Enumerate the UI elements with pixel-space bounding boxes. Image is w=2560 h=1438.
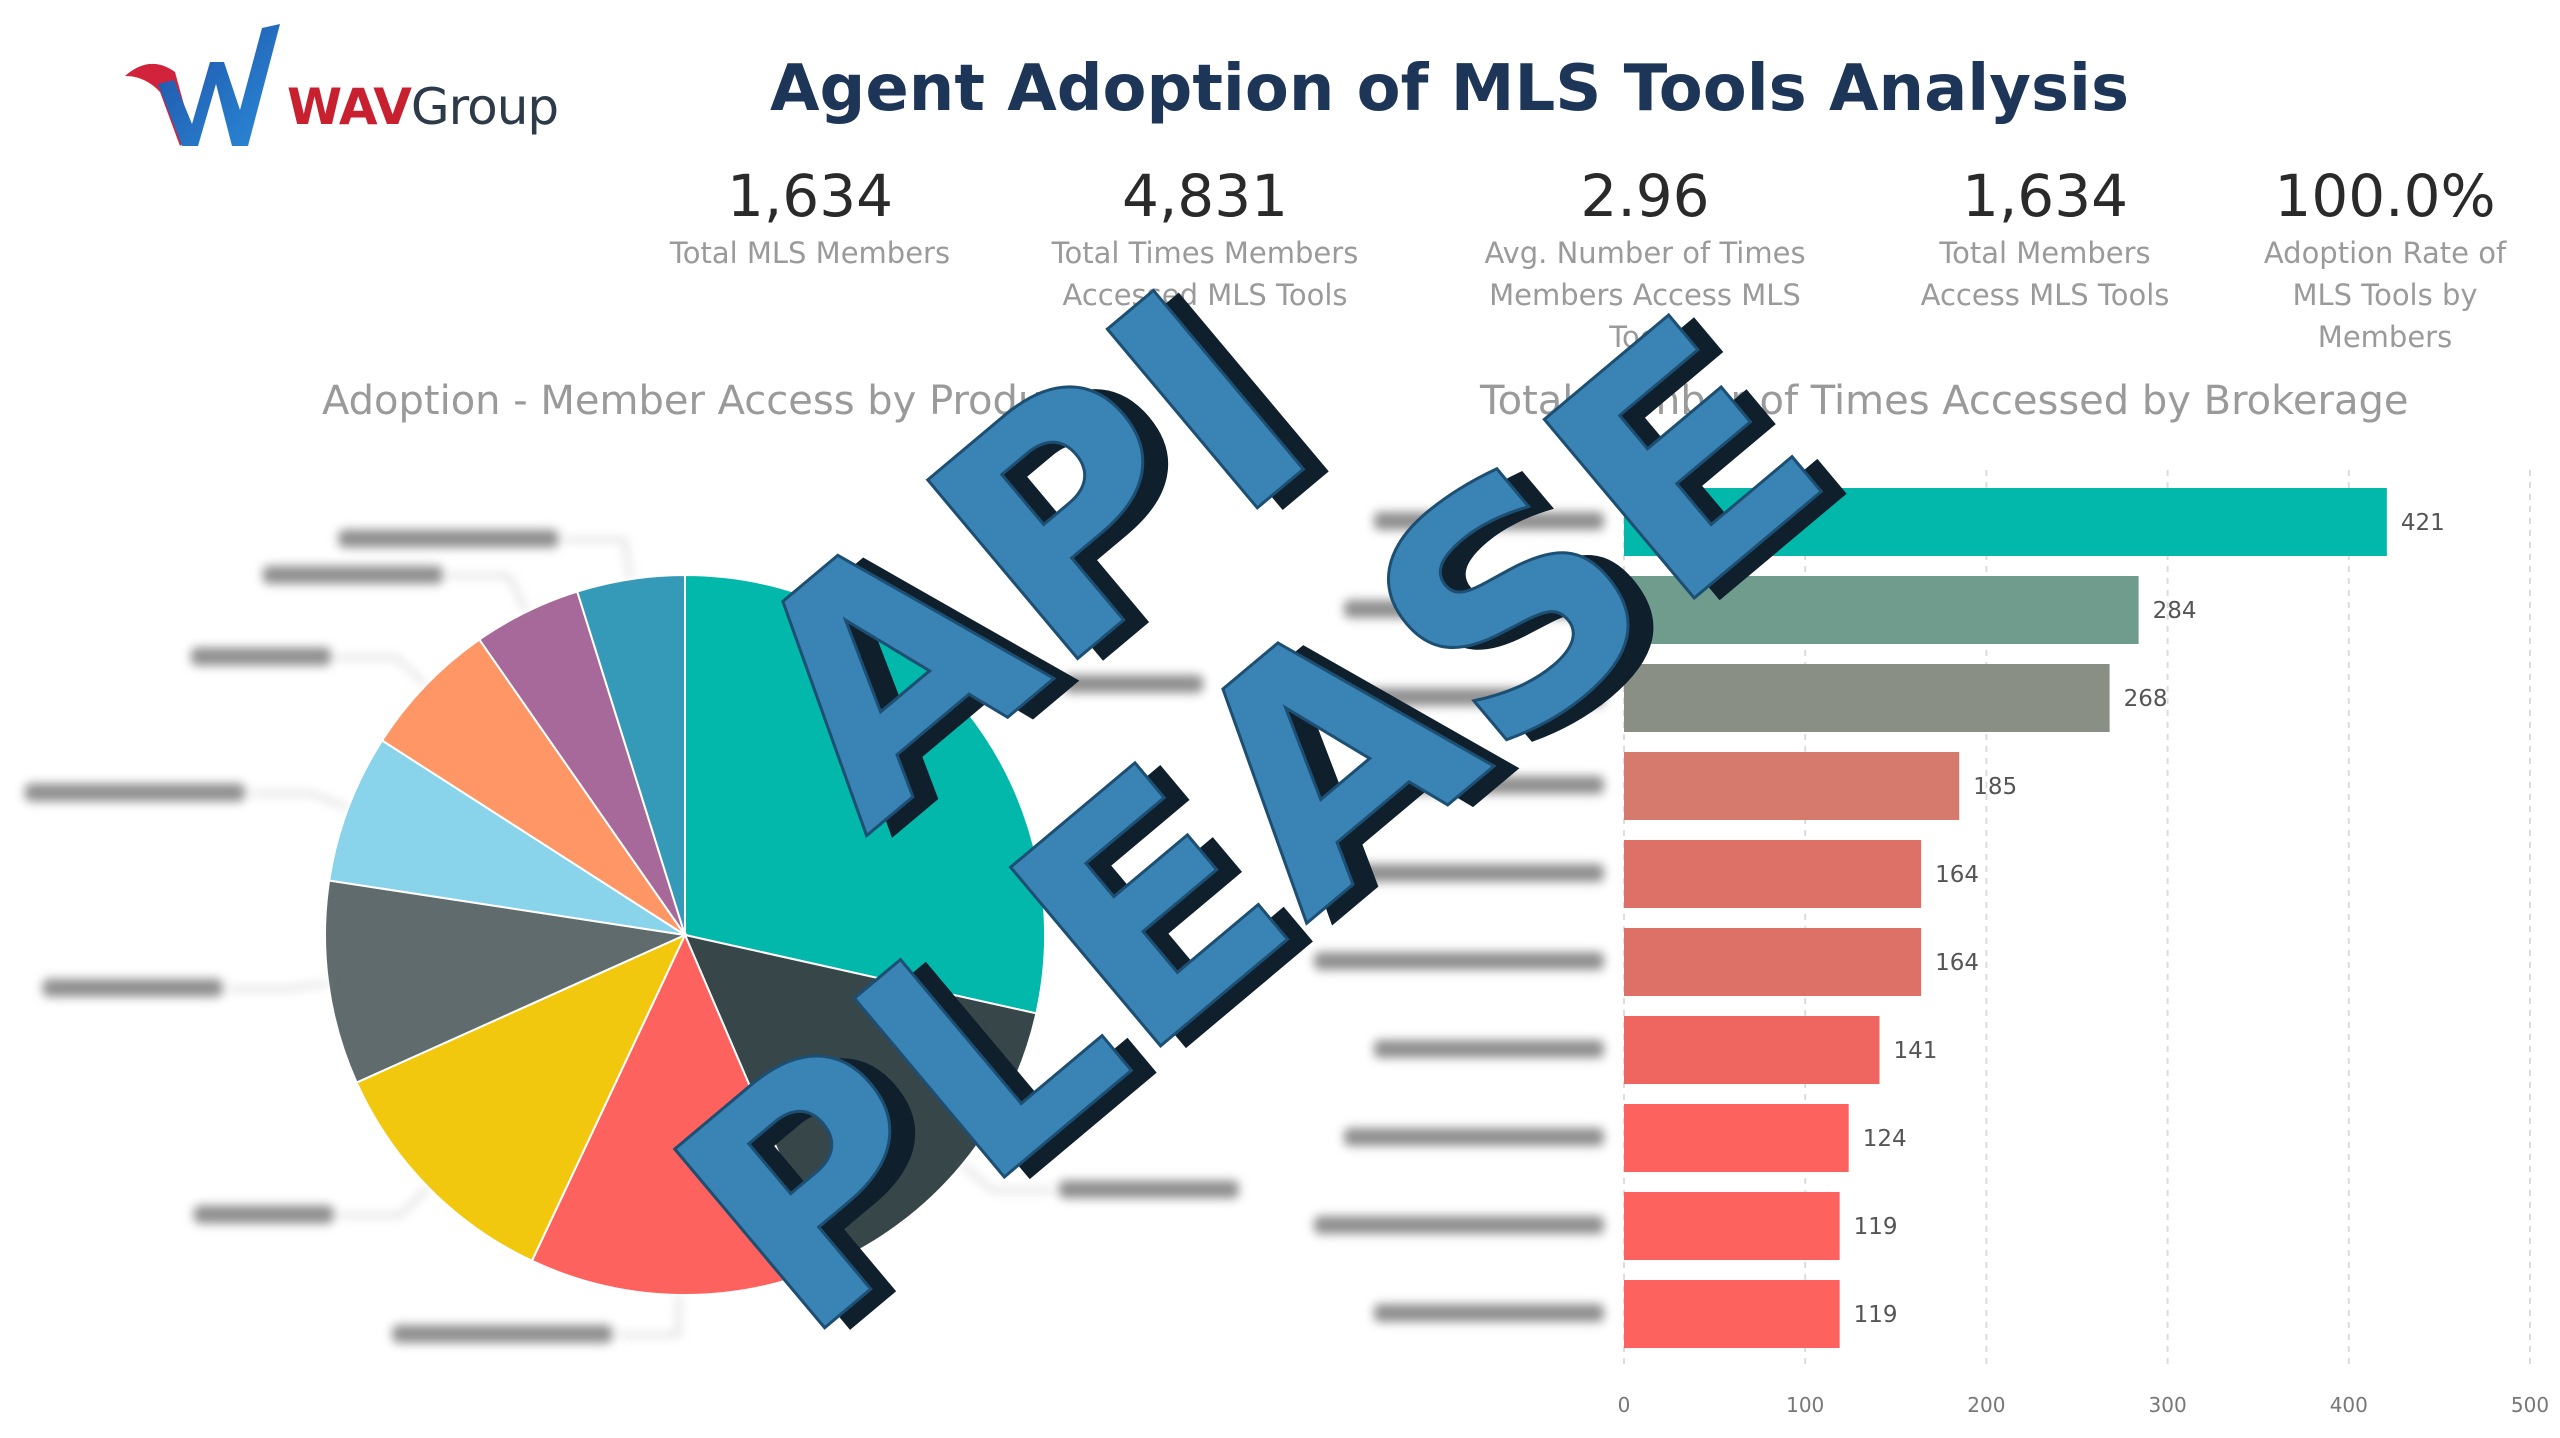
kpi-label: Total MLS Members [669, 236, 951, 270]
pie-label-placeholder [193, 1205, 334, 1224]
bar-value-label: 421 [2401, 510, 2445, 536]
bar-chart-title: Total Number of Times Accessed by Broker… [1480, 378, 2409, 424]
kpi-label: Adoption Rate of [2263, 236, 2507, 270]
bar-3[interactable] [1624, 664, 2110, 732]
kpi-value: 100.0% [2274, 162, 2496, 230]
kpi-avg-times-accessed: 2.96 Avg. Number of Times Members Access… [1455, 160, 1835, 358]
x-tick-label: 100 [1786, 1393, 1824, 1417]
bar-category-placeholder [1374, 512, 1604, 530]
pie-leader-line [339, 1186, 430, 1217]
pie-label-placeholder [24, 783, 245, 802]
kpi-value: 2.96 [1580, 162, 1710, 230]
pie-label-placeholder [262, 565, 443, 584]
kpi-total-mls-members: 1,634 Total MLS Members [620, 160, 1000, 274]
bar-1[interactable] [1624, 488, 2387, 556]
pie-slice-7[interactable] [380, 638, 686, 936]
pie-leader-line [448, 574, 528, 613]
pie-slice-1[interactable] [684, 573, 1047, 1015]
kpi-label: Members Access MLS Tools [1489, 278, 1801, 354]
bar-category-placeholder [1374, 1304, 1604, 1322]
pie-chart-title: Adoption - Member Access by Product [322, 378, 1081, 424]
bar-category-placeholder [1374, 1040, 1604, 1058]
bar-10[interactable] [1624, 1280, 1840, 1348]
bar-value-label: 185 [1973, 774, 2017, 800]
bar-category-placeholder [1314, 688, 1604, 706]
kpi-total-times-accessed: 4,831 Total Times Members Accessed MLS T… [1015, 160, 1395, 316]
pie-slice-3[interactable] [530, 932, 829, 1296]
pie-chart [24, 529, 1239, 1343]
pie-leader-line [564, 538, 632, 580]
pie-label-placeholder [190, 647, 331, 666]
bar-4[interactable] [1624, 752, 1960, 820]
bar-value-label: 268 [2124, 686, 2168, 712]
kpi-label: Total Times Members [1051, 236, 1359, 270]
bar-category-labels-blurred [1314, 512, 1604, 1322]
logo-wordmark: WAVGroup [287, 78, 559, 136]
bar-value-label: 141 [1893, 1038, 1937, 1064]
bar-category-placeholder [1314, 952, 1604, 970]
pie-slice-9[interactable] [575, 573, 686, 936]
bar-2[interactable] [1624, 576, 2139, 644]
kpi-label: MLS Tools by [2292, 278, 2478, 312]
bar-6[interactable] [1624, 928, 1922, 996]
kpi-label: Access MLS Tools [1920, 278, 2170, 312]
pie-leader-line [250, 792, 349, 809]
kpi-value: 1,634 [726, 162, 894, 230]
pie-leader-line [228, 982, 329, 990]
wav-group-logo-icon [125, 24, 280, 146]
kpi-value: 1,634 [1961, 162, 2129, 230]
x-tick-label: 200 [1967, 1393, 2005, 1417]
pie-slice-4[interactable] [355, 932, 688, 1263]
x-tick-label: 400 [2330, 1393, 2368, 1417]
kpi-label: Members [2317, 320, 2453, 354]
bar-7[interactable] [1624, 1016, 1880, 1084]
bar-value-label: 164 [1935, 950, 1979, 976]
pie-label-placeholder [1063, 674, 1204, 693]
pie-label-placeholder [1058, 1180, 1239, 1199]
kpi-value: 4,831 [1121, 162, 1289, 230]
kpi-total-members-access: 1,634 Total Members Access MLS Tools [1855, 160, 2235, 316]
bar-category-placeholder [1344, 600, 1604, 618]
page-title: Agent Adoption of MLS Tools Analysis [770, 52, 2130, 126]
pie-label-placeholder [338, 529, 559, 548]
pie-leader-line [336, 656, 427, 686]
pie-leader-line [618, 1294, 680, 1336]
bar-category-placeholder [1344, 1128, 1604, 1146]
bar-5[interactable] [1624, 840, 1922, 908]
x-tick-label: 0 [1618, 1393, 1631, 1417]
pie-label-placeholder [42, 978, 223, 997]
x-tick-label: 500 [2511, 1393, 2549, 1417]
kpi-label: Avg. Number of Times [1484, 236, 1806, 270]
pie-slice-2[interactable] [683, 933, 1038, 1268]
bar-value-label: 164 [1935, 862, 1979, 888]
bar-category-placeholder [1344, 864, 1604, 882]
bar-value-label: 119 [1854, 1214, 1898, 1240]
pie-leader-line [965, 683, 1058, 711]
pie-labels-blurred [24, 529, 1239, 1343]
bar-9[interactable] [1624, 1192, 1840, 1260]
kpi-label: Total Members [1939, 236, 2151, 270]
bar-value-label: 124 [1863, 1126, 1907, 1152]
bar-8[interactable] [1624, 1104, 1849, 1172]
kpi-adoption-rate: 100.0% Adoption Rate of MLS Tools by Mem… [2195, 160, 2560, 358]
bar-category-placeholder [1374, 776, 1604, 794]
x-tick-label: 300 [2149, 1393, 2187, 1417]
bar-value-label: 119 [1854, 1302, 1898, 1328]
kpi-label: Accessed MLS Tools [1062, 278, 1348, 312]
pie-leader-line [961, 1164, 1053, 1192]
bar-value-label: 284 [2153, 598, 2197, 624]
pie-label-placeholder [392, 1324, 613, 1343]
bar-category-placeholder [1314, 1216, 1604, 1234]
